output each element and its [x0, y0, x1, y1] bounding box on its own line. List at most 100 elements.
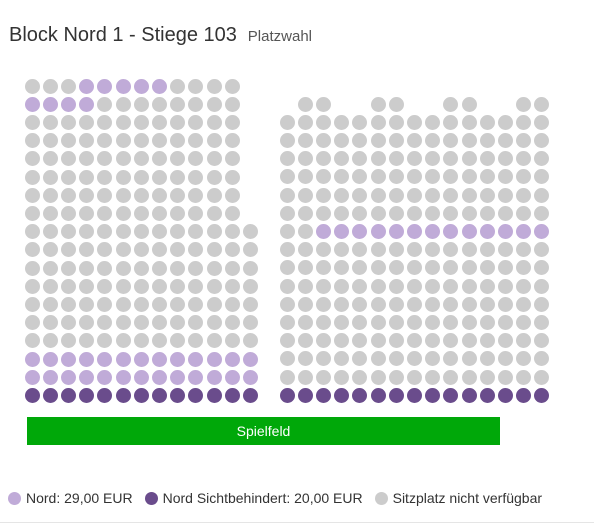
seat-unavailable-right	[370, 296, 386, 312]
seat-nord-left[interactable]	[115, 369, 131, 385]
seat-nord-left[interactable]	[42, 369, 58, 385]
seat-nord-left[interactable]	[170, 369, 186, 385]
seat-sichtbehindert-left[interactable]	[79, 387, 95, 403]
seat-nord-left[interactable]	[151, 351, 167, 367]
seat-unavailable-right	[534, 114, 550, 130]
seat-nord-right[interactable]	[334, 223, 350, 239]
seat-unavailable-right	[334, 296, 350, 312]
seat-unavailable-right	[388, 114, 404, 130]
seat-sichtbehindert-right[interactable]	[370, 387, 386, 403]
seat-unavailable-left	[224, 333, 240, 349]
seat-sichtbehindert-right[interactable]	[534, 387, 550, 403]
seat-unavailable-right	[425, 314, 441, 330]
seat-unavailable-right	[297, 242, 313, 258]
seat-nord-left[interactable]	[115, 351, 131, 367]
seat-sichtbehindert-right[interactable]	[443, 387, 459, 403]
seat-unavailable-right	[315, 169, 331, 185]
seat-nord-left[interactable]	[188, 351, 204, 367]
seat-unavailable-right	[461, 260, 477, 276]
seat-nord-left[interactable]	[133, 351, 149, 367]
seat-unavailable-right	[461, 114, 477, 130]
seat-sichtbehindert-left[interactable]	[170, 387, 186, 403]
seat-nord-right[interactable]	[406, 223, 422, 239]
seat-unavailable-right	[388, 314, 404, 330]
seat-sichtbehindert-left[interactable]	[242, 387, 258, 403]
seat-nord-right[interactable]	[352, 223, 368, 239]
seat-nord-right[interactable]	[534, 223, 550, 239]
seat-sichtbehindert-right[interactable]	[497, 387, 513, 403]
seat-sichtbehindert-left[interactable]	[188, 387, 204, 403]
seat-nord-left[interactable]	[24, 369, 40, 385]
seat-sichtbehindert-right[interactable]	[516, 387, 532, 403]
seat-unavailable-right	[388, 333, 404, 349]
seat-sichtbehindert-left[interactable]	[42, 387, 58, 403]
seat-unavailable-right	[388, 187, 404, 203]
seat-nord-left[interactable]	[133, 369, 149, 385]
seat-sichtbehindert-left[interactable]	[206, 387, 222, 403]
seat-nord-right[interactable]	[370, 223, 386, 239]
seat-sichtbehindert-right[interactable]	[388, 387, 404, 403]
seat-nord-left[interactable]	[151, 369, 167, 385]
seat-nord-left[interactable]	[60, 369, 76, 385]
seat-nord-left[interactable]	[115, 78, 131, 94]
seat-unavailable-left	[42, 224, 58, 240]
seat-nord-left[interactable]	[60, 351, 76, 367]
seat-sichtbehindert-right[interactable]	[425, 387, 441, 403]
seat-nord-right[interactable]	[443, 223, 459, 239]
seat-nord-right[interactable]	[479, 223, 495, 239]
seat-nord-left[interactable]	[170, 351, 186, 367]
seat-nord-right[interactable]	[425, 223, 441, 239]
seat-unavailable-left	[115, 333, 131, 349]
seat-nord-left[interactable]	[224, 351, 240, 367]
seat-sichtbehindert-right[interactable]	[334, 387, 350, 403]
seat-sichtbehindert-left[interactable]	[115, 387, 131, 403]
seat-nord-left[interactable]	[224, 369, 240, 385]
seat-nord-right[interactable]	[315, 223, 331, 239]
seat-nord-right[interactable]	[497, 223, 513, 239]
seat-sichtbehindert-right[interactable]	[315, 387, 331, 403]
seat-unavailable-right	[297, 187, 313, 203]
seat-nord-left[interactable]	[242, 369, 258, 385]
seat-unavailable-left	[42, 242, 58, 258]
seat-nord-left[interactable]	[79, 78, 95, 94]
seat-sichtbehindert-right[interactable]	[352, 387, 368, 403]
seat-unavailable-right	[297, 169, 313, 185]
seat-nord-left[interactable]	[24, 96, 40, 112]
seat-unavailable-right	[406, 242, 422, 258]
seat-nord-right[interactable]	[516, 223, 532, 239]
seat-unavailable-right	[425, 114, 441, 130]
seat-sichtbehindert-right[interactable]	[279, 387, 295, 403]
seat-sichtbehindert-left[interactable]	[224, 387, 240, 403]
seat-nord-left[interactable]	[97, 351, 113, 367]
seat-nord-left[interactable]	[79, 351, 95, 367]
seat-nord-left[interactable]	[188, 369, 204, 385]
seat-unavailable-right	[406, 169, 422, 185]
seat-sichtbehindert-left[interactable]	[133, 387, 149, 403]
seat-unavailable-left	[206, 78, 222, 94]
seat-unavailable-right	[352, 151, 368, 167]
seat-unavailable-right	[370, 114, 386, 130]
seat-nord-left[interactable]	[151, 78, 167, 94]
seat-sichtbehindert-left[interactable]	[60, 387, 76, 403]
seat-sichtbehindert-right[interactable]	[297, 387, 313, 403]
seat-nord-left[interactable]	[60, 96, 76, 112]
seat-sichtbehindert-left[interactable]	[97, 387, 113, 403]
seat-sichtbehindert-right[interactable]	[406, 387, 422, 403]
seat-sichtbehindert-right[interactable]	[461, 387, 477, 403]
seat-nord-left[interactable]	[97, 369, 113, 385]
seat-nord-right[interactable]	[388, 223, 404, 239]
seat-nord-left[interactable]	[24, 351, 40, 367]
seat-nord-left[interactable]	[42, 96, 58, 112]
seat-sichtbehindert-right[interactable]	[479, 387, 495, 403]
seat-nord-left[interactable]	[206, 351, 222, 367]
seat-nord-left[interactable]	[42, 351, 58, 367]
seat-sichtbehindert-left[interactable]	[151, 387, 167, 403]
seat-nord-left[interactable]	[79, 96, 95, 112]
seat-nord-left[interactable]	[242, 351, 258, 367]
seat-nord-left[interactable]	[206, 369, 222, 385]
seat-nord-left[interactable]	[133, 78, 149, 94]
seat-nord-right[interactable]	[461, 223, 477, 239]
seat-nord-left[interactable]	[79, 369, 95, 385]
seat-sichtbehindert-left[interactable]	[24, 387, 40, 403]
seat-nord-left[interactable]	[97, 78, 113, 94]
